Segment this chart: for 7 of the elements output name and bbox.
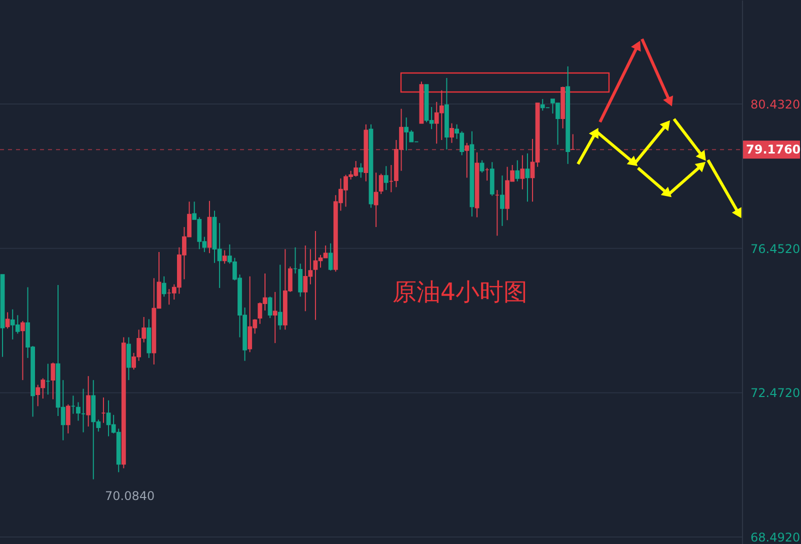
y-tick-label: 80.4320 — [750, 98, 800, 112]
ref-line-label: 79.1760 — [746, 142, 801, 157]
annotation: 原油4小时图 — [392, 278, 528, 306]
annotation: 70.0840 — [105, 489, 155, 503]
y-tick-label: 76.4520 — [750, 242, 800, 256]
y-tick-label: 68.4920 — [750, 530, 800, 544]
y-tick-label: 72.4720 — [750, 386, 800, 400]
